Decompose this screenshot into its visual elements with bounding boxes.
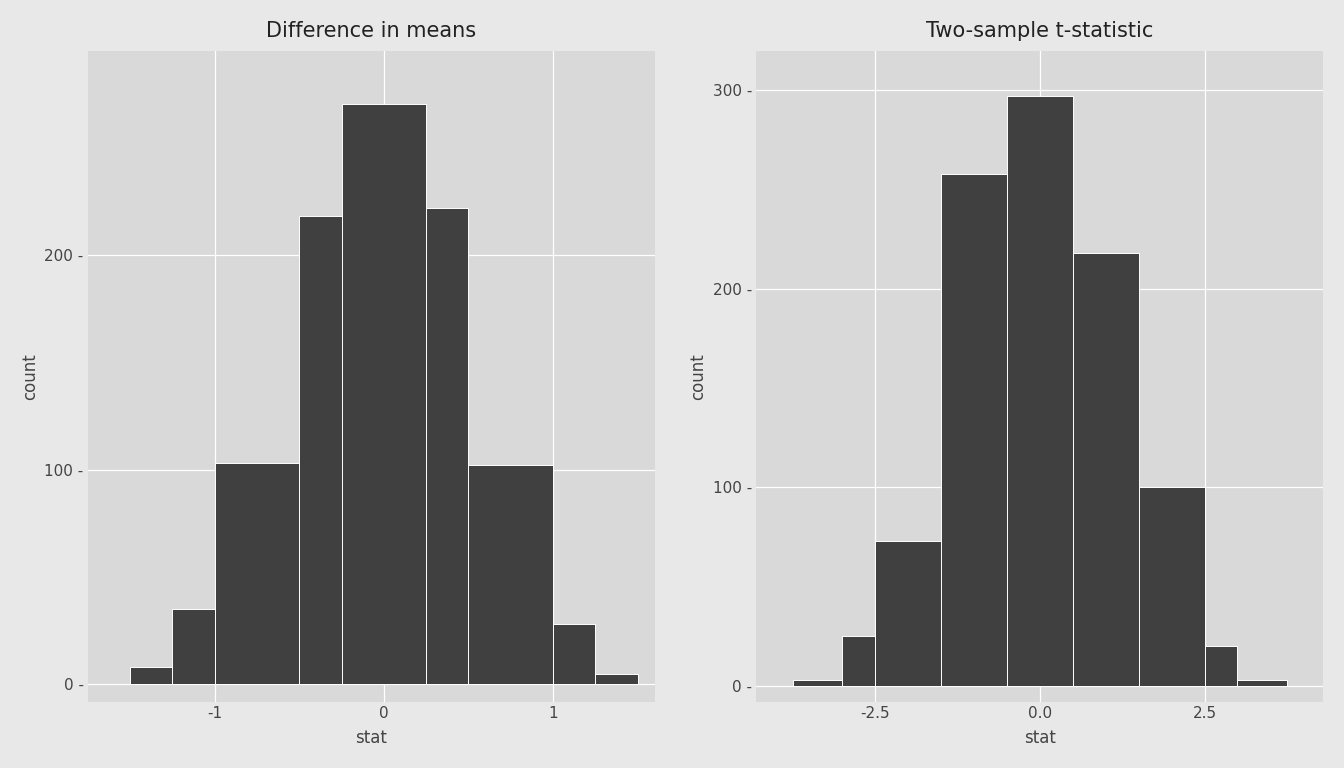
Bar bbox=[941, 174, 1007, 686]
Bar bbox=[426, 207, 469, 684]
Bar bbox=[595, 674, 637, 684]
Title: Difference in means: Difference in means bbox=[266, 21, 476, 41]
Bar bbox=[843, 636, 875, 686]
Bar bbox=[172, 609, 215, 684]
Bar bbox=[1073, 253, 1138, 686]
Bar bbox=[875, 541, 941, 686]
Bar bbox=[215, 463, 300, 684]
Y-axis label: count: count bbox=[689, 353, 707, 399]
Bar bbox=[1007, 96, 1073, 686]
X-axis label: stat: stat bbox=[1024, 729, 1056, 747]
Title: Two-sample t-statistic: Two-sample t-statistic bbox=[926, 21, 1153, 41]
Bar bbox=[1204, 646, 1238, 686]
Bar bbox=[554, 624, 595, 684]
Bar bbox=[130, 667, 172, 684]
Bar bbox=[341, 104, 426, 684]
Y-axis label: count: count bbox=[22, 353, 39, 399]
Bar bbox=[300, 216, 341, 684]
Bar bbox=[469, 465, 554, 684]
Bar bbox=[793, 680, 843, 686]
X-axis label: stat: stat bbox=[355, 729, 387, 747]
Bar bbox=[1238, 680, 1288, 686]
Bar bbox=[1138, 488, 1204, 686]
